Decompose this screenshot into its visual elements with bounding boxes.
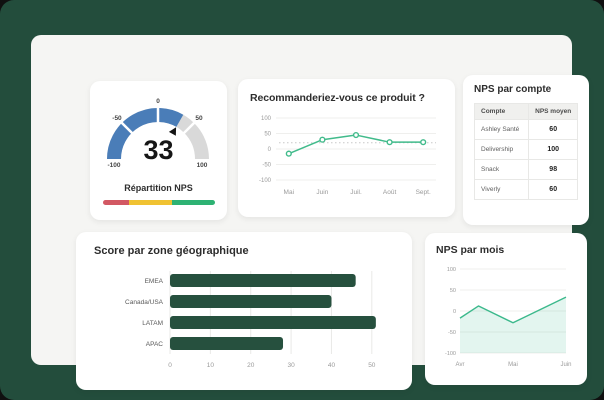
nps-gauge-card: -100 -50 0 50 100 33 Répartition NPS [90,81,227,220]
legend-segment [102,200,130,205]
geo-bar-chart: 0 10 20 30 40 50 EMEA Canada/USA LATAM APAC [94,266,394,372]
nps-value-cell: 100 [528,139,578,160]
produit-line-chart: 100 50 0 -50 -100 Mai Juin Juil. Août Sept. [250,109,443,205]
svg-text:50: 50 [195,115,203,122]
svg-text:50: 50 [368,362,376,369]
svg-text:-100: -100 [107,162,120,169]
geo-chart-title: Score par zone géographique [94,245,249,257]
svg-text:10: 10 [207,362,215,369]
gauge-title: Répartition NPS [124,183,193,193]
svg-text:-100: -100 [259,178,272,184]
svg-text:40: 40 [328,362,336,369]
svg-text:Juil.: Juil. [350,189,362,196]
svg-text:20: 20 [247,362,255,369]
nps-value-cell: 60 [528,119,578,140]
svg-text:0: 0 [453,309,456,315]
gauge-value: 33 [143,135,174,165]
svg-text:0: 0 [156,98,160,105]
svg-text:50: 50 [264,132,271,138]
compte-name-cell: Viverly [473,179,530,200]
produit-line-chart-card: Recommanderiez-vous ce produit ? 100 50 0 -… [238,79,455,217]
nps-value-cell: 98 [528,159,578,180]
table-row: Viverly 60 [473,179,578,200]
svg-text:EMEA: EMEA [145,278,164,285]
table-row: Delivership 100 [473,139,578,160]
svg-text:-50: -50 [112,115,122,122]
svg-text:Sept.: Sept. [416,189,431,196]
compte-name-cell: Delivership [473,139,530,160]
nps-value-cell: 60 [528,179,578,200]
gauge-arc: -100 -50 0 50 100 [90,87,227,171]
svg-text:Juin: Juin [316,189,328,196]
table-row: Snack 98 [473,159,578,180]
table-header-cell: Compte [473,103,530,120]
table-row: Ashley Santé 60 [473,119,578,140]
svg-text:30: 30 [287,362,295,369]
svg-text:APAC: APAC [146,341,164,348]
table-header-cell: NPS moyen [528,103,578,120]
compte-table-title: NPS par compte [474,84,552,95]
legend-segment [171,200,215,205]
svg-text:-50: -50 [262,163,271,169]
compte-name-cell: Ashley Santé [473,119,530,140]
nps-par-compte-card: NPS par compte Compte NPS moyen Ashley San… [463,75,589,225]
produit-chart-title: Recommanderiez-vous ce produit ? [250,92,425,104]
svg-text:100: 100 [261,116,272,122]
svg-text:Avr: Avr [456,362,465,368]
svg-text:-50: -50 [448,330,456,336]
nps-par-mois-card: NPS par mois 100 50 0 -50 -100 Avr Mai Juin [425,233,587,385]
svg-text:Mai: Mai [284,189,294,196]
dashboard-panel: -100 -50 0 50 100 33 Répartition NPS Recomma… [31,35,589,390]
nps-legend-bar [102,200,215,205]
svg-text:Août: Août [383,189,397,196]
svg-text:LATAM: LATAM [142,320,163,327]
svg-text:-100: -100 [445,351,456,357]
svg-text:0: 0 [168,362,172,369]
svg-text:0: 0 [268,147,272,153]
mois-area-chart: 100 50 0 -50 -100 Avr Mai Juin [436,263,576,375]
nps-compte-table: Compte NPS moyen Ashley Santé 60 Delivership… [473,103,578,200]
legend-segment [129,200,172,205]
svg-text:Juin: Juin [560,362,571,368]
nps-gauge-chart: -100 -50 0 50 100 33 [90,87,227,171]
svg-text:100: 100 [197,162,208,169]
svg-text:Canada/USA: Canada/USA [125,299,164,306]
svg-text:100: 100 [447,267,456,273]
mois-chart-title: NPS par mois [436,244,505,256]
svg-text:Mai: Mai [508,362,518,368]
compte-name-cell: Snack [473,159,530,180]
svg-text:50: 50 [450,288,456,294]
score-zone-geo-card: Score par zone géographique 0 10 20 30 40 50 E… [76,232,412,390]
